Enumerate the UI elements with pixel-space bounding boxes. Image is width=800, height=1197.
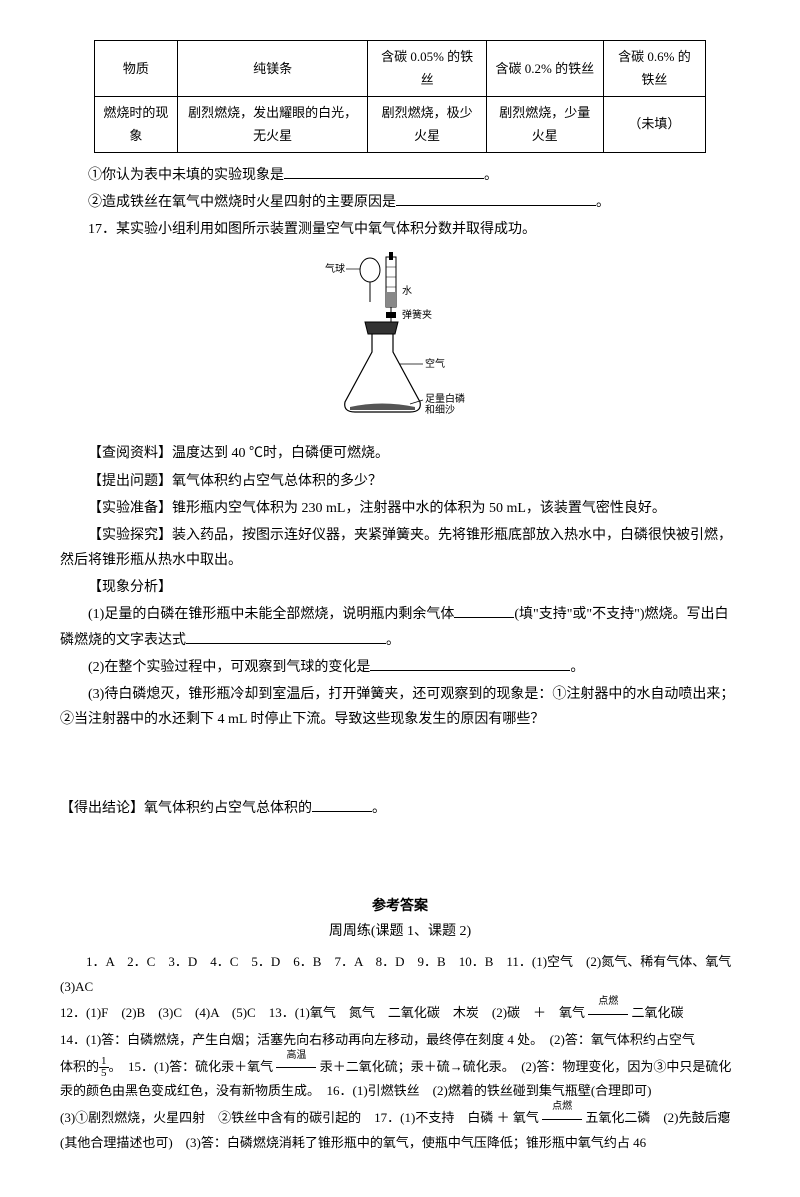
cond-text2: 高温 xyxy=(286,1046,306,1065)
cond-text: 点燃 xyxy=(598,992,618,1011)
blank xyxy=(396,191,596,206)
row-label: 燃烧时的现象 xyxy=(95,96,178,152)
cell-fe02: 剧烈燃烧，少量火星 xyxy=(486,96,603,152)
q16-1-post: 。 xyxy=(484,168,498,183)
q17-a2: (2)在整个实验过程中，可观察到气球的变化是 。 xyxy=(60,655,740,680)
th-fe005: 含碳 0.05% 的铁丝 xyxy=(368,41,486,97)
ans-line3: 14．(1)答：白磷燃烧，产生白烟；活塞先向右移动再向左移动，最终停在刻度 4 … xyxy=(60,1028,740,1053)
arrow-cond: 点燃 xyxy=(588,1001,628,1026)
a2-pre: (2)在整个实验过程中，可观察到气球的变化是 xyxy=(88,660,370,675)
blank xyxy=(370,656,570,671)
combustion-table: 物质 纯镁条 含碳 0.05% 的铁丝 含碳 0.2% 的铁丝 含碳 0.6% … xyxy=(94,40,706,153)
label-phos1: 足量白磷 xyxy=(425,392,465,405)
ans-2a: 12．(1)F (2)B (3)C (4)A (5)C 13．(1)氧气 氮气 … xyxy=(60,1005,585,1020)
blank xyxy=(454,603,514,618)
ans-line1: 1．A 2．C 3．D 4．C 5．D 6．B 7．A 8．D 9．B 10．B… xyxy=(60,950,740,999)
cell-mg: 剧烈燃烧，发出耀眼的白光，无火星 xyxy=(177,96,368,152)
th-mg: 纯镁条 xyxy=(177,41,368,97)
answers-subtitle: 周周练(课题 1、课题 2) xyxy=(60,919,740,944)
cell-fe06: （未填） xyxy=(603,96,705,152)
label-air: 空气 xyxy=(425,357,445,370)
label-clip: 弹簧夹 xyxy=(402,308,432,321)
blank xyxy=(284,164,484,179)
q16-1-pre: ①你认为表中未填的实验现象是 xyxy=(88,168,284,183)
frac-den: 5 xyxy=(99,1068,109,1079)
q16-line2: ②造成铁丝在氧气中燃烧时火星四射的主要原因是 。 xyxy=(60,190,740,215)
label-water: 水 xyxy=(402,285,412,297)
q17-explore: 【实验探究】装入药品，按图示连好仪器，夹紧弹簧夹。先将锥形瓶底部放入热水中，白磷… xyxy=(60,523,740,573)
answers-block: 1．A 2．C 3．D 4．C 5．D 6．B 7．A 8．D 9．B 10．B… xyxy=(60,950,740,1156)
q17-ref: 【查阅资料】温度达到 40 ℃时，白磷便可燃烧。 xyxy=(60,441,740,466)
arrow-cond2: 高温 xyxy=(276,1055,316,1080)
th-fe06: 含碳 0.6% 的铁丝 xyxy=(603,41,705,97)
q16-2-pre: ②造成铁丝在氧气中燃烧时火星四射的主要原因是 xyxy=(88,195,396,210)
ans-4a: 体积的 xyxy=(60,1059,99,1074)
ans-line4: 体积的15。 15．(1)答：硫化汞＋氧气 高温 汞＋二氧化硫；汞＋硫→硫化汞。… xyxy=(60,1055,740,1104)
q17-a3: (3)待白磷熄灭，锥形瓶冷却到室温后，打开弹簧夹，还可观察到的现象是：①注射器中… xyxy=(60,682,740,732)
arrow-cond3: 点燃 xyxy=(542,1106,582,1131)
cond-text3: 点燃 xyxy=(552,1097,572,1116)
cell-fe005: 剧烈燃烧，极少火星 xyxy=(368,96,486,152)
q17-conclusion: 【得出结论】氧气体积约占空气总体积的 。 xyxy=(60,796,740,821)
fraction: 15 xyxy=(99,1056,109,1079)
q17-prep: 【实验准备】锥形瓶内空气体积为 230 mL，注射器中水的体积为 50 mL，该… xyxy=(60,496,740,521)
ans-2b: 二氧化碳 xyxy=(632,1005,684,1020)
blank xyxy=(312,797,372,812)
a1-post: 。 xyxy=(386,633,400,648)
ans-line2: 12．(1)F (2)B (3)C (4)A (5)C 13．(1)氧气 氮气 … xyxy=(60,1001,740,1026)
answers-title: 参考答案 xyxy=(60,894,740,919)
q16-2-post: 。 xyxy=(596,195,610,210)
q17-question: 【提出问题】氧气体积约占空气总体积的多少？ xyxy=(60,469,740,494)
ans-4b: 。 15．(1)答：硫化汞＋氧气 xyxy=(109,1059,274,1074)
label-phos2: 和细沙 xyxy=(425,403,455,416)
q17-a1: (1)足量的白磷在锥形瓶中未能全部燃烧，说明瓶内剩余气体(填"支持"或"不支持"… xyxy=(60,602,740,652)
label-balloon: 气球 xyxy=(325,262,345,275)
blank xyxy=(186,629,386,644)
q16-line1: ①你认为表中未填的实验现象是 。 xyxy=(60,163,740,188)
a2-post: 。 xyxy=(570,660,584,675)
q17-intro: 17．某实验小组利用如图所示装置测量空气中氧气体积分数并取得成功。 xyxy=(60,217,740,242)
conc-post: 。 xyxy=(372,801,386,816)
ans-line5: (3)①剧烈燃烧，火星四射 ②铁丝中含有的碳引起的 17．(1)不支持 白磷 ＋… xyxy=(60,1106,740,1155)
apparatus-diagram: 气球 水 弹簧夹 空气 足量白磷 和细沙 xyxy=(60,252,740,431)
conc-pre: 【得出结论】氧气体积约占空气总体积的 xyxy=(60,801,312,816)
th-fe02: 含碳 0.2% 的铁丝 xyxy=(486,41,603,97)
a1-pre: (1)足量的白磷在锥形瓶中未能全部燃烧，说明瓶内剩余气体 xyxy=(88,607,454,622)
ans-5a: (3)①剧烈燃烧，火星四射 ②铁丝中含有的碳引起的 17．(1)不支持 白磷 ＋… xyxy=(60,1110,539,1125)
q17-analysis-title: 【现象分析】 xyxy=(60,575,740,600)
th-substance: 物质 xyxy=(95,41,178,97)
